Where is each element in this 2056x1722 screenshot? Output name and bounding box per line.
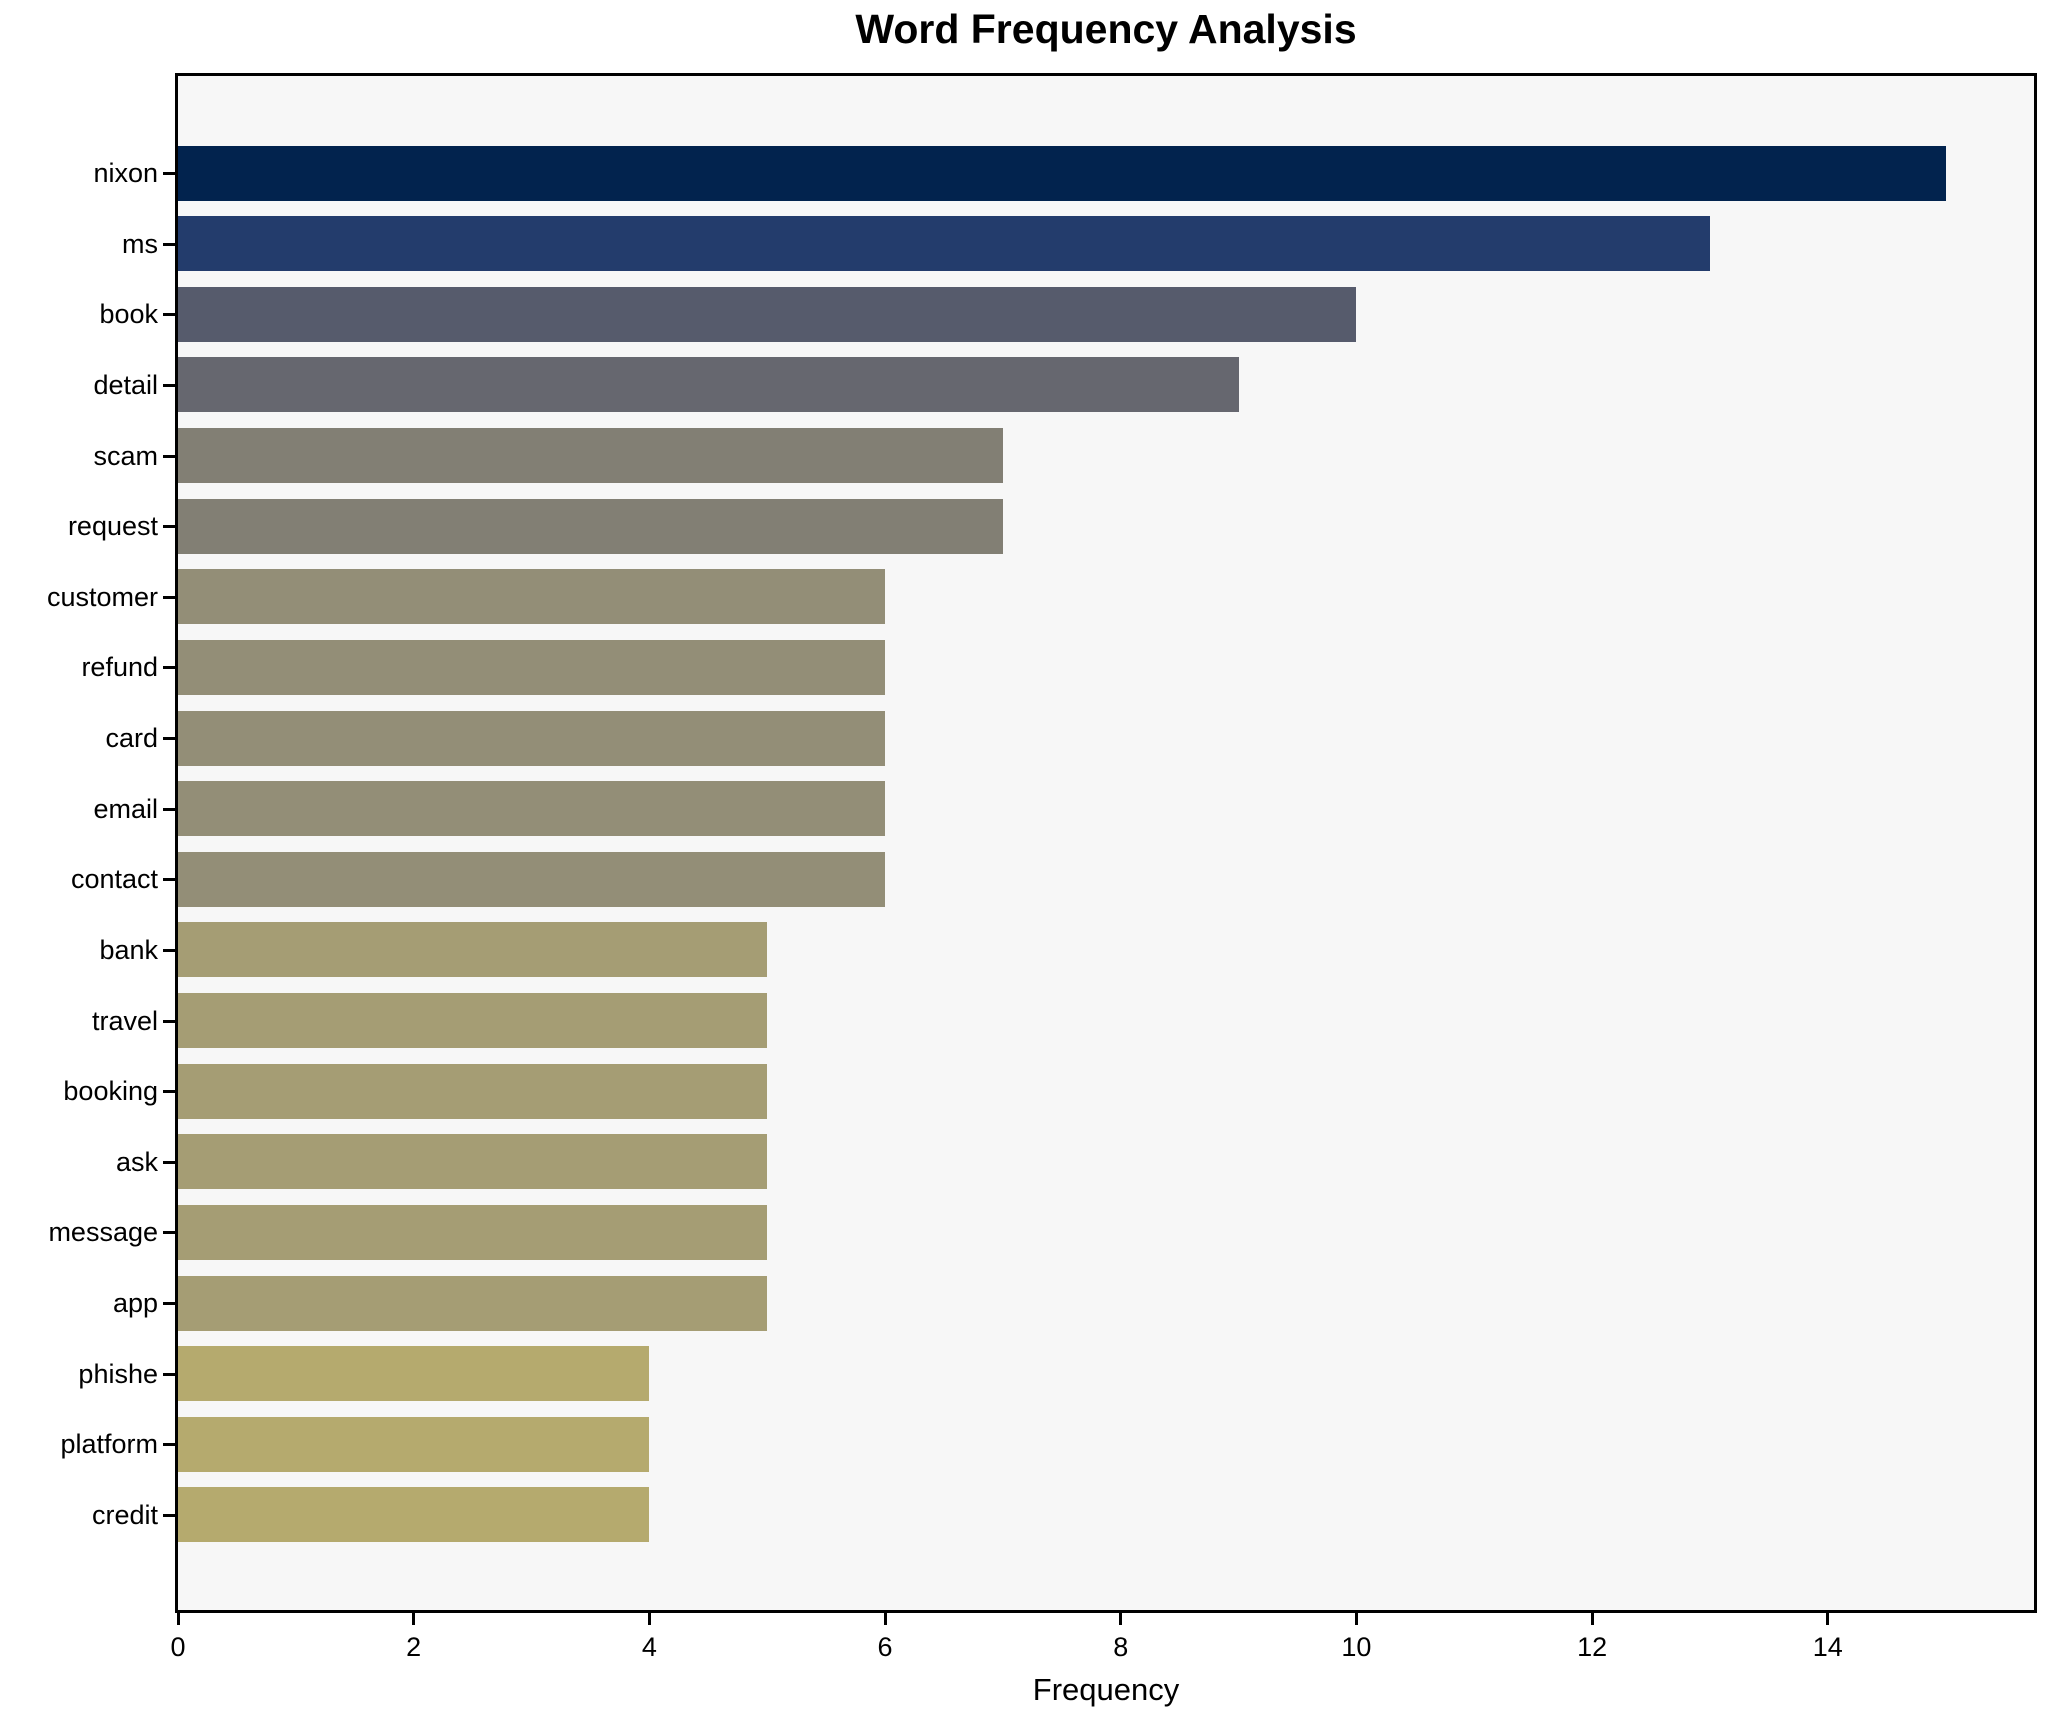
y-tick-label-message: message (48, 1217, 158, 1248)
y-tick-mark (163, 1160, 175, 1164)
bar-contact (178, 851, 886, 907)
x-tick-mark (1826, 1613, 1830, 1625)
x-tick-mark (647, 1613, 651, 1625)
chart-title: Word Frequency Analysis (855, 6, 1357, 52)
bar-platform (178, 1416, 650, 1472)
x-tick-label-12: 12 (1577, 1632, 1608, 1662)
x-tick-mark (1354, 1613, 1358, 1625)
x-tick-mark (412, 1613, 416, 1625)
y-tick-label-detail: detail (93, 369, 158, 400)
bar-ms (178, 216, 1710, 272)
y-tick-label-app: app (112, 1288, 158, 1319)
y-tick-mark (163, 1443, 175, 1447)
x-tick-label-4: 4 (641, 1632, 657, 1662)
bar-nixon (178, 145, 1946, 201)
x-tick-mark (883, 1613, 887, 1625)
y-tick-label-refund: refund (81, 652, 158, 683)
y-tick-mark (163, 948, 175, 952)
y-tick-mark (163, 1372, 175, 1376)
bar-scam (178, 428, 1003, 484)
y-tick-mark (163, 172, 175, 175)
y-tick-mark (163, 1090, 175, 1094)
y-tick-label-card: card (105, 723, 158, 754)
bar-request (178, 498, 1003, 554)
bar-app (178, 1275, 768, 1331)
y-tick-mark (163, 242, 175, 246)
x-tick-label-0: 0 (170, 1632, 186, 1662)
bar-ask (178, 1134, 768, 1190)
bar-card (178, 710, 886, 766)
y-tick-mark (163, 878, 175, 882)
x-tick-mark (1119, 1613, 1123, 1625)
bar-booking (178, 1063, 768, 1119)
y-tick-label-nixon: nixon (93, 158, 158, 188)
x-axis-title: Frequency (1032, 1672, 1180, 1707)
bar-detail (178, 357, 1239, 413)
x-tick-label-8: 8 (1113, 1632, 1129, 1662)
y-tick-label-ask: ask (115, 1146, 158, 1177)
y-tick-mark (163, 1302, 175, 1306)
y-tick-mark (163, 313, 175, 317)
bar-book (178, 286, 1357, 342)
y-tick-label-credit: credit (91, 1499, 158, 1530)
y-tick-label-travel: travel (91, 1005, 158, 1036)
y-tick-mark (163, 666, 175, 670)
y-tick-label-phishe: phishe (78, 1358, 158, 1389)
bar-credit (178, 1487, 650, 1543)
y-tick-mark (163, 383, 175, 387)
y-tick-label-book: book (99, 299, 158, 330)
y-tick-mark (163, 807, 175, 811)
y-tick-label-contact: contact (70, 864, 158, 895)
bar-travel (178, 993, 768, 1049)
y-tick-mark (163, 525, 175, 529)
y-tick-label-request: request (67, 511, 158, 542)
bar-email (178, 781, 886, 837)
plot-area (175, 73, 2037, 1613)
y-tick-label-customer: customer (46, 581, 158, 612)
x-tick-mark (176, 1613, 180, 1625)
x-tick-label-10: 10 (1341, 1632, 1372, 1662)
y-tick-label-email: email (93, 793, 158, 824)
y-tick-label-platform: platform (60, 1429, 158, 1460)
x-tick-label-14: 14 (1812, 1632, 1843, 1662)
bar-customer (178, 569, 886, 625)
bar-bank (178, 922, 768, 978)
y-tick-label-scam: scam (93, 440, 158, 471)
y-tick-mark (163, 1231, 175, 1235)
x-tick-mark (1590, 1613, 1594, 1625)
y-tick-mark (163, 1019, 175, 1023)
x-tick-label-2: 2 (406, 1632, 422, 1662)
y-tick-mark (163, 454, 175, 458)
y-tick-label-bank: bank (99, 934, 158, 965)
y-tick-mark (163, 737, 175, 741)
y-tick-label-ms: ms (122, 228, 158, 259)
bar-refund (178, 639, 886, 695)
y-tick-mark (163, 595, 175, 599)
bar-phishe (178, 1346, 650, 1402)
y-tick-label-booking: booking (63, 1076, 158, 1107)
bar-message (178, 1204, 768, 1260)
y-tick-mark (163, 1513, 175, 1517)
x-tick-label-6: 6 (877, 1632, 893, 1662)
